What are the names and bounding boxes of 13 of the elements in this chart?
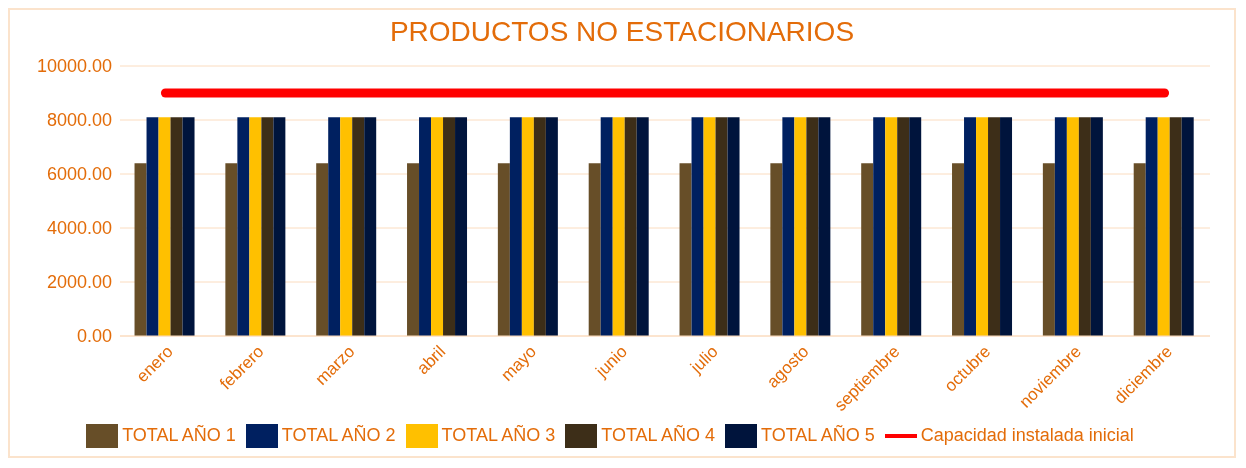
y-tick-label: 6000.00 <box>46 164 112 185</box>
y-tick-label: 4000.00 <box>46 218 112 239</box>
legend-label: TOTAL AÑO 2 <box>281 424 396 445</box>
legend-label: TOTAL AÑO 1 <box>122 424 236 445</box>
legend-label: Capacidad instalada inicial <box>920 424 1134 445</box>
y-tick-label: 10000.00 <box>36 56 112 77</box>
legend-label: TOTAL AÑO 3 <box>441 424 556 445</box>
y-tick-label: 0.00 <box>76 326 112 347</box>
legend-label: TOTAL AÑO 5 <box>761 424 875 445</box>
y-tick-label: 8000.00 <box>46 110 112 131</box>
legend-label: TOTAL AÑO 4 <box>601 424 715 445</box>
y-tick-label: 2000.00 <box>46 272 112 293</box>
chart-title: PRODUCTOS NO ESTACIONARIOS <box>388 15 856 49</box>
